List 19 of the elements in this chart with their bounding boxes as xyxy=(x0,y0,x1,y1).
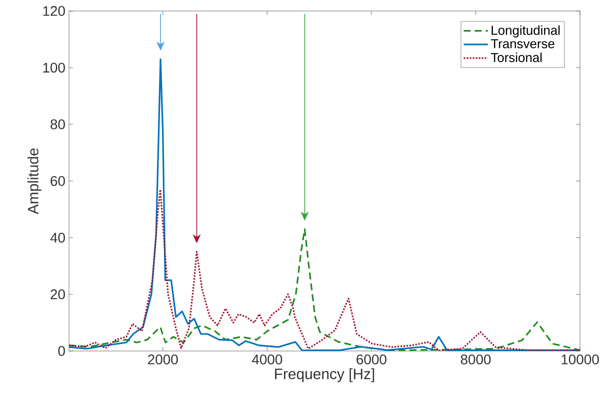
y-tick-label: 120 xyxy=(43,6,65,16)
x-tick-label: 6000 xyxy=(356,354,386,364)
y-tick-label: 60 xyxy=(50,176,65,186)
legend-label: Transverse xyxy=(490,39,554,48)
y-tick-label: 80 xyxy=(50,119,65,130)
x-axis-title: Frequency [Hz] xyxy=(275,368,374,382)
legend-label: Torsional xyxy=(490,52,542,62)
legend-label: Longitudinal xyxy=(492,25,560,38)
y-tick-label: 0 xyxy=(58,346,65,356)
y-tick-label: 40 xyxy=(50,232,65,243)
y-axis-title: Amplitude xyxy=(27,148,42,214)
y-tick-label: 20 xyxy=(50,289,65,300)
line-series xyxy=(69,188,580,351)
x-tick-label: 4000 xyxy=(252,354,282,364)
y-tick-label: 100 xyxy=(43,62,65,73)
line-series xyxy=(69,228,580,351)
x-tick-label: 10000 xyxy=(562,354,599,364)
x-tick-label: 8000 xyxy=(460,354,491,364)
x-tick-label: 2000 xyxy=(148,354,178,364)
